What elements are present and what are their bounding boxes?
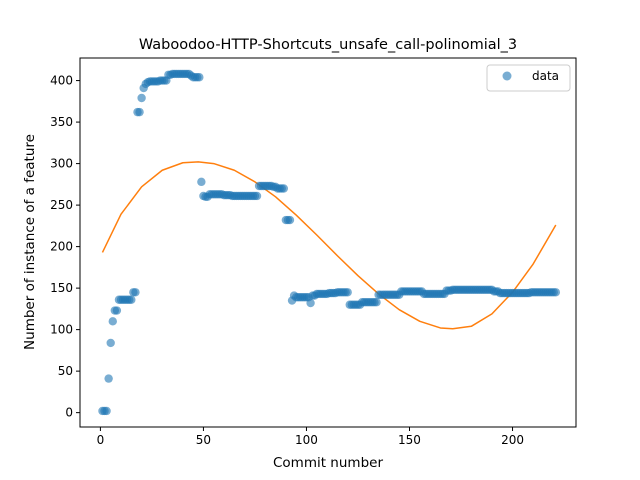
y-tick-label: 0 (65, 406, 73, 420)
x-tick-label: 150 (398, 433, 421, 447)
x-tick-label: 100 (295, 433, 318, 447)
y-tick-label: 300 (50, 157, 73, 171)
axes-frame (79, 57, 577, 428)
data-point (131, 288, 140, 297)
fit-curve-layer (101, 161, 557, 330)
data-point (127, 295, 136, 304)
data-point (285, 215, 295, 225)
y-tick-label: 100 (50, 323, 73, 337)
data-point (135, 107, 144, 117)
x-tick-label: 200 (501, 433, 524, 447)
y-tick-label: 250 (50, 198, 73, 212)
x-tick-label: 0 (97, 433, 105, 447)
chart-title: Waboodoo-HTTP-Shortcuts_unsafe_call-poli… (139, 37, 517, 53)
data-points-layer (98, 69, 561, 416)
legend: data (486, 64, 571, 92)
axes-layer: 0 50 100 150 200 0 50 100 150 200 250 300 350 400 (50, 57, 577, 447)
data-point (104, 374, 113, 383)
data-point (195, 73, 204, 82)
y-tick-label: 200 (50, 240, 73, 254)
data-point (112, 306, 122, 315)
legend-box (486, 64, 571, 92)
y-tick-label: 50 (58, 364, 73, 378)
data-point (108, 317, 117, 326)
data-point (372, 298, 381, 307)
y-axis-label: Number of instance of a feature (22, 134, 38, 350)
data-point (197, 177, 206, 187)
data-point (252, 191, 262, 201)
y-tick-label: 400 (50, 74, 73, 88)
legend-label: data (532, 69, 559, 83)
y-tick-label: 350 (50, 115, 73, 129)
data-point (106, 338, 115, 348)
x-axis-label: Commit number (273, 455, 383, 471)
legend-marker (502, 71, 512, 81)
data-point (306, 298, 315, 308)
fit-curve-line (101, 161, 557, 330)
x-tick-label: 50 (196, 433, 211, 447)
data-point (102, 406, 111, 416)
data-point (279, 184, 288, 193)
data-point (343, 288, 352, 297)
y-tick-label: 150 (50, 281, 73, 295)
data-point (137, 93, 146, 103)
data-point (551, 288, 561, 297)
